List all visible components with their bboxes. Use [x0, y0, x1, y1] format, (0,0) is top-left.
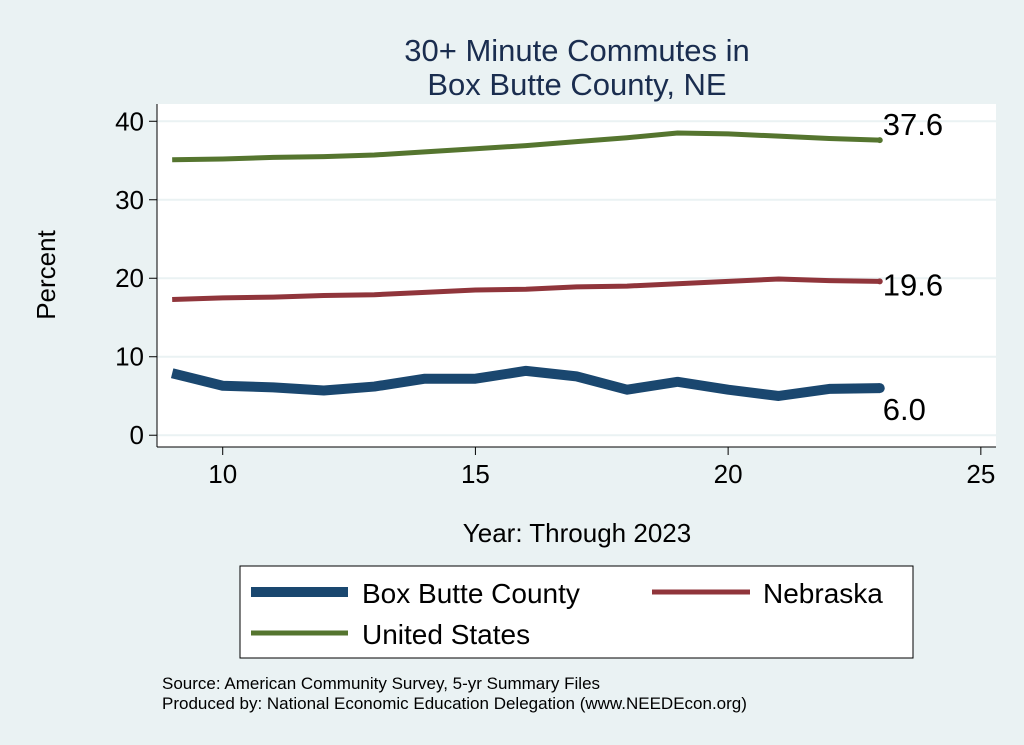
series-end-marker-nebraska [876, 278, 883, 285]
x-tick-label: 25 [966, 459, 995, 489]
series-end-marker-box-butte-county [874, 383, 885, 394]
x-tick-label: 15 [461, 459, 490, 489]
series-line-nebraska [172, 276, 880, 302]
produced-by-note: Produced by: National Economic Education… [162, 694, 747, 713]
legend: Box Butte County Nebraska United States [239, 565, 914, 659]
axes [156, 104, 996, 448]
legend-label-nebraska: Nebraska [763, 578, 883, 609]
chart-title-line-1: 30+ Minute Commutes in [404, 33, 749, 68]
source-note: Source: American Community Survey, 5-yr … [162, 674, 600, 693]
x-tick-label: 20 [714, 459, 743, 489]
legend-label-box-butte: Box Butte County [362, 578, 580, 609]
series-line-united-states [172, 130, 880, 163]
series-lines [170, 130, 885, 401]
y-tick-label: 10 [115, 342, 144, 372]
y-ticks: 0 10 20 30 40 [115, 106, 157, 450]
legend-box [239, 565, 914, 659]
end-label-nebraska: 19.6 [883, 267, 943, 302]
x-axis-label: Year: Through 2023 [463, 518, 691, 548]
y-axis-label: Percent [31, 229, 61, 319]
chart-title-line-2: Box Butte County, NE [427, 67, 726, 102]
series-end-marker-united-states [876, 137, 883, 144]
y-tick-label: 20 [115, 263, 144, 293]
gridlines [157, 120, 996, 437]
y-tick-label: 30 [115, 185, 144, 215]
legend-label-united-states: United States [362, 619, 530, 650]
y-tick-label: 40 [115, 106, 144, 136]
x-tick-label: 10 [208, 459, 237, 489]
x-ticks: 10 15 20 25 [208, 447, 995, 489]
series-line-box-butte-county [170, 365, 880, 401]
end-label-united-states: 37.6 [883, 107, 943, 142]
end-labels: 6.0 19.6 37.6 [883, 107, 943, 427]
y-tick-label: 0 [130, 420, 144, 450]
end-label-box-butte-county: 6.0 [883, 392, 926, 427]
